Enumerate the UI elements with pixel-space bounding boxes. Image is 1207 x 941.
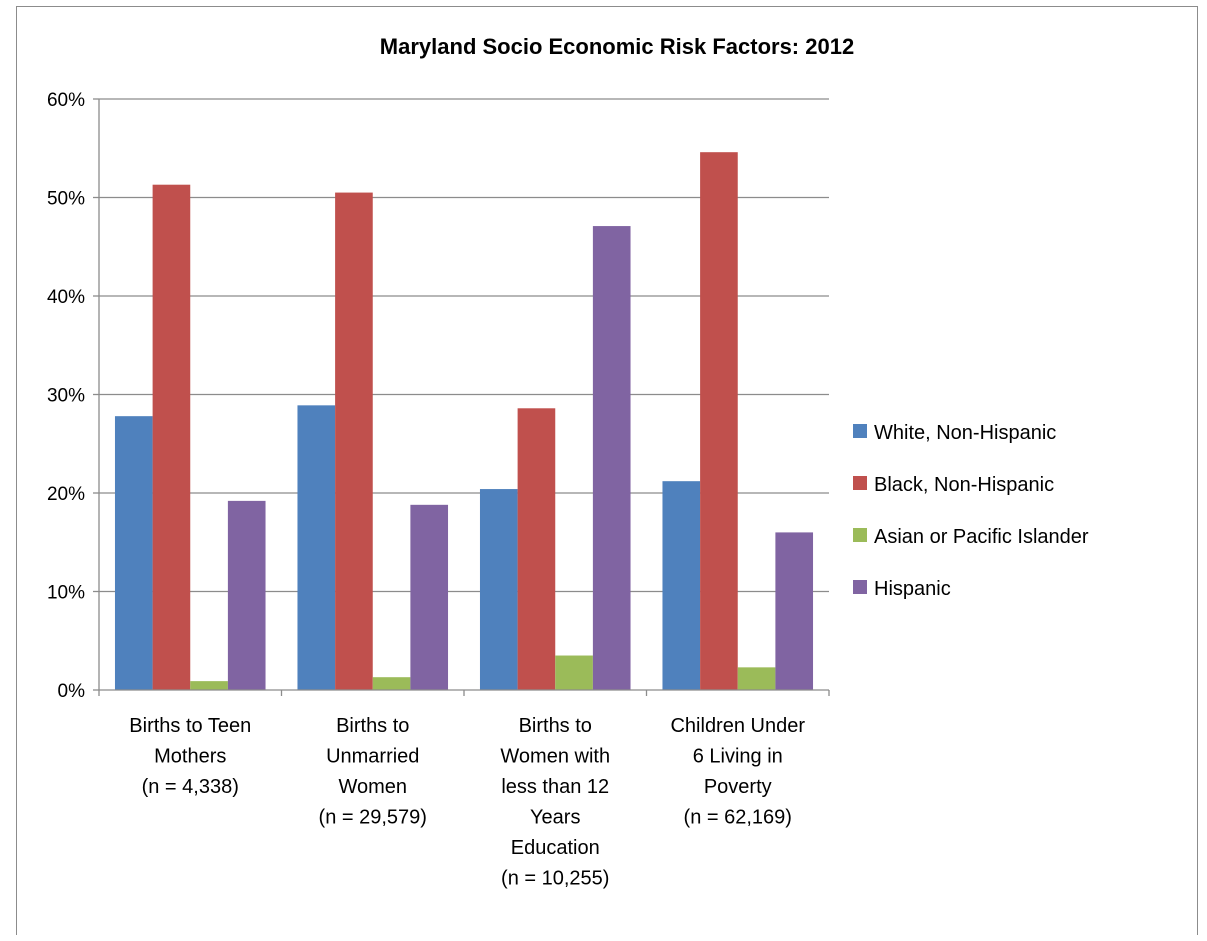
y-tick-label: 40% xyxy=(47,287,85,308)
y-tick-label: 20% xyxy=(47,484,85,505)
x-category-label: (n = 29,579) xyxy=(319,807,427,829)
x-category-label: Unmarried xyxy=(326,746,419,768)
bar xyxy=(775,532,814,690)
bar xyxy=(335,192,373,690)
bar xyxy=(297,405,336,690)
y-tick-label: 0% xyxy=(58,681,86,702)
x-category-label: less than 12 xyxy=(501,776,609,798)
bar xyxy=(592,226,631,690)
x-category-label: Mothers xyxy=(154,746,226,768)
legend-swatch xyxy=(853,580,867,594)
bar xyxy=(555,655,593,690)
legend-label: Hispanic xyxy=(874,578,951,600)
x-category-label: (n = 10,255) xyxy=(501,868,609,890)
legend-label: Black, Non-Hispanic xyxy=(874,474,1054,496)
bars xyxy=(114,152,814,690)
x-category-label: 6 Living in xyxy=(693,746,783,768)
y-tick-label: 60% xyxy=(47,90,85,111)
x-category-label: Women xyxy=(338,776,407,798)
chart-frame: Maryland Socio Economic Risk Factors: 20… xyxy=(16,6,1198,935)
legend-swatch xyxy=(853,528,867,542)
x-category-label: Births to xyxy=(336,715,409,737)
bar xyxy=(479,489,518,690)
legend-label: White, Non-Hispanic xyxy=(874,422,1056,444)
x-axis-category-labels: Births to Teen Mothers (n = 4,338) Births t… xyxy=(129,715,805,890)
y-tick-label: 30% xyxy=(47,386,85,407)
bar xyxy=(410,504,449,690)
bar xyxy=(517,408,556,690)
bar xyxy=(114,416,153,690)
x-category-label: Education xyxy=(511,837,600,859)
x-category-label: Children Under xyxy=(670,715,805,737)
bar xyxy=(662,481,701,690)
x-category-label: Poverty xyxy=(704,776,772,798)
bar xyxy=(152,184,191,690)
y-tick-label: 10% xyxy=(47,583,85,604)
x-category-label: Years xyxy=(530,807,580,829)
y-axis-ticks: 0% 10% 20% 30% 40% 50% 60% xyxy=(47,90,99,702)
chart-svg: Maryland Socio Economic Risk Factors: 20… xyxy=(47,34,1089,890)
axes xyxy=(98,99,830,696)
x-category-label: Births to Teen xyxy=(129,715,251,737)
x-category-label: (n = 62,169) xyxy=(684,807,792,829)
x-category-label: (n = 4,338) xyxy=(142,776,239,798)
x-category-label: Births to xyxy=(519,715,592,737)
bar xyxy=(700,152,738,690)
legend-label: Asian or Pacific Islander xyxy=(874,526,1089,548)
bar xyxy=(227,500,266,690)
bar xyxy=(190,681,228,690)
x-category-label: Women with xyxy=(500,746,610,768)
legend: White, Non-Hispanic Black, Non-Hispanic As… xyxy=(853,422,1089,600)
bar xyxy=(372,677,411,690)
y-tick-label: 50% xyxy=(47,189,85,210)
legend-swatch xyxy=(853,476,867,490)
bar xyxy=(737,667,776,690)
legend-swatch xyxy=(853,424,867,438)
chart-title: Maryland Socio Economic Risk Factors: 20… xyxy=(380,34,854,59)
